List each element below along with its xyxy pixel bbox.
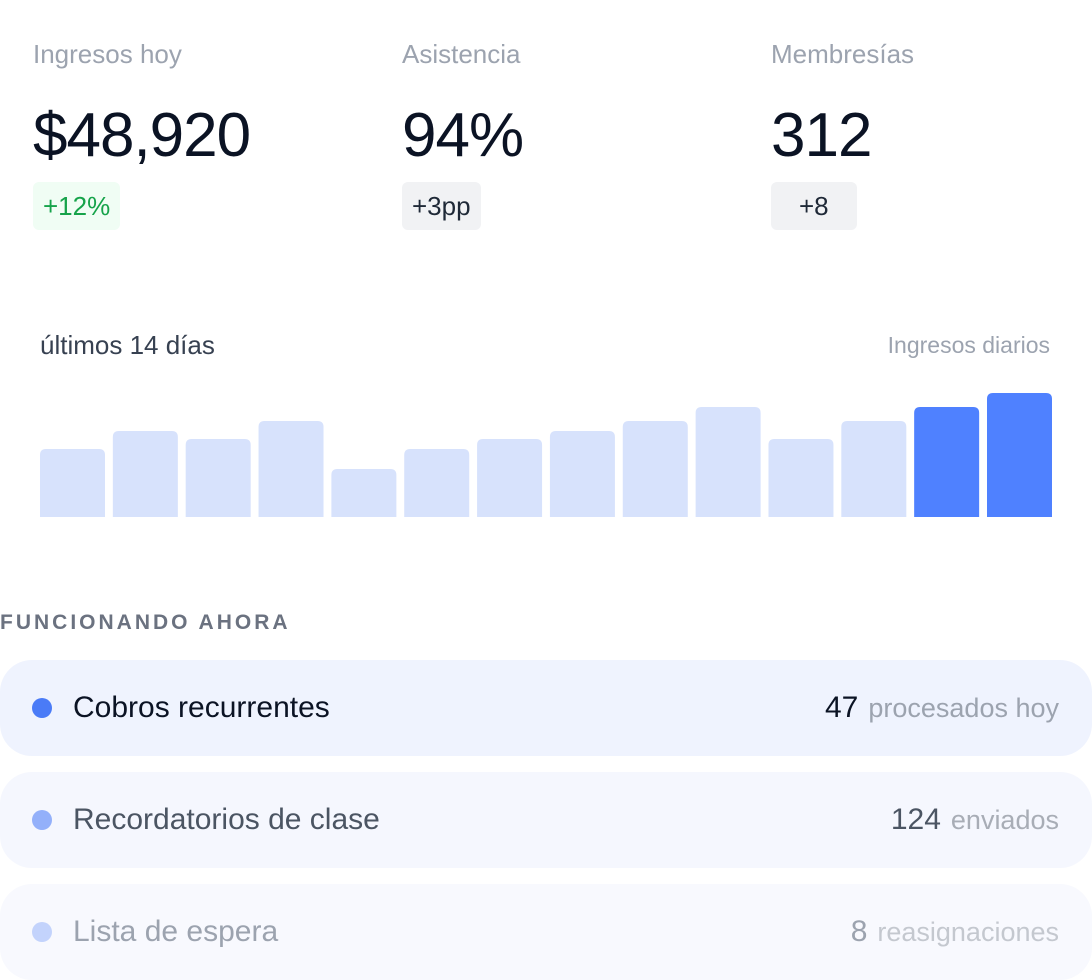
chart-subtitle: Ingresos diarios	[887, 332, 1050, 358]
kpi-revenue: Ingresos hoy $48,920 +12%	[33, 38, 251, 230]
kpi-delta-badge: +3pp	[402, 182, 481, 230]
automation-unit: enviados	[950, 805, 1059, 835]
automation-count: 47	[825, 691, 859, 724]
chart-bar-5	[331, 469, 397, 517]
automation-stat: 8 reasignaciones	[851, 914, 1059, 950]
automation-stat: 47 procesados hoy	[825, 690, 1059, 726]
chart-header: últimos 14 días Ingresos diarios	[40, 330, 1050, 366]
daily-revenue-bar-chart	[40, 393, 1052, 517]
chart-bar-12	[841, 421, 907, 517]
section-title: FUNCIONANDO AHORA	[0, 611, 291, 634]
status-dot-icon	[32, 810, 52, 830]
automation-count: 8	[850, 915, 868, 948]
kpi-label: Membresías	[771, 39, 915, 69]
automation-name: Lista de espera	[73, 915, 279, 948]
chart-bar-2	[112, 431, 178, 517]
kpi-value: 94%	[402, 101, 524, 170]
automation-name: Recordatorios de clase	[73, 803, 380, 836]
kpi-value: $48,920	[33, 101, 251, 170]
automation-row[interactable]: Cobros recurrentes 47 procesados hoy	[0, 660, 1092, 756]
kpi-delta-badge: +12%	[33, 182, 121, 230]
chart-bar-8	[549, 431, 615, 517]
chart-bar-7	[477, 439, 543, 517]
automation-name: Cobros recurrentes	[73, 691, 330, 724]
automation-unit: reasignaciones	[877, 917, 1059, 947]
automation-row[interactable]: Lista de espera 8 reasignaciones	[0, 884, 1092, 980]
kpi-memberships: Membresías 312 +8	[771, 38, 914, 230]
kpi-delta-badge: +8	[771, 182, 857, 230]
automation-stat: 124 enviados	[891, 802, 1059, 838]
chart-bar-14	[987, 393, 1052, 517]
automation-count: 124	[890, 803, 941, 836]
kpi-label: Ingresos hoy	[33, 39, 182, 69]
status-dot-icon	[32, 922, 52, 942]
kpi-attendance: Asistencia 94% +3pp	[402, 38, 524, 230]
automation-unit: procesados hoy	[868, 693, 1059, 723]
chart-bar-13	[914, 407, 980, 517]
chart-bar-4	[258, 421, 324, 517]
chart-bar-11	[768, 439, 834, 517]
kpi-label: Asistencia	[402, 39, 521, 69]
automation-row[interactable]: Recordatorios de clase 124 enviados	[0, 772, 1092, 868]
kpi-value: 312	[771, 101, 872, 170]
kpi-row: Ingresos hoy $48,920 +12% Asistencia 94%…	[0, 0, 1092, 240]
chart-bar-10	[695, 407, 761, 517]
chart-title: últimos 14 días	[40, 330, 215, 360]
chart-bar-1	[40, 449, 105, 517]
chart-bar-6	[404, 449, 470, 517]
status-dot-icon	[32, 698, 52, 718]
chart-bar-3	[185, 439, 251, 517]
chart-bar-9	[622, 421, 688, 517]
